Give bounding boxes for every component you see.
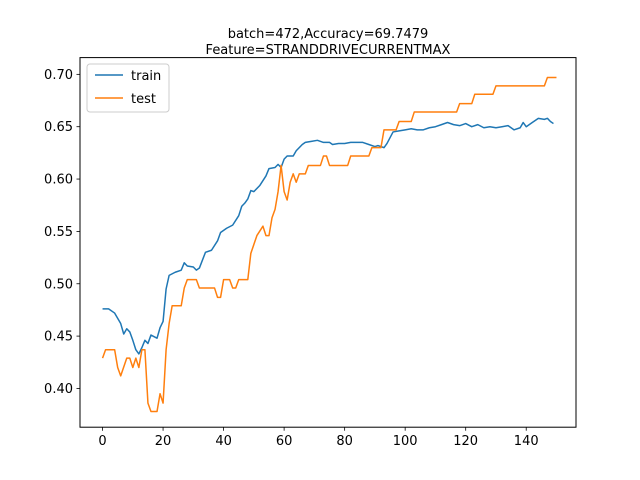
- series-line-train: [102, 117, 554, 355]
- y-tick-label: 0.60: [44, 173, 73, 188]
- x-tick-label: 0: [98, 434, 106, 449]
- series-line-test: [101, 76, 557, 413]
- legend-box: [86, 63, 170, 113]
- legend: train test: [86, 63, 170, 113]
- chart-title-line1: batch=472,Accuracy=69.7479: [228, 27, 429, 42]
- legend-test-label: test: [131, 92, 156, 107]
- series-layer: [101, 76, 557, 413]
- chart-title-line2: Feature=STRANDDRIVECURRENTMAX: [206, 43, 451, 58]
- y-tick-label: 0.65: [44, 120, 73, 135]
- x-tick-label: 120: [453, 434, 478, 449]
- y-tick-label: 0.50: [44, 277, 73, 292]
- y-axis: 0.40 0.45 0.50 0.55 0.60 0.65 0.70: [44, 68, 80, 397]
- y-tick-label: 0.70: [44, 68, 73, 83]
- x-tick-label: 40: [215, 434, 232, 449]
- x-tick-label: 80: [336, 434, 353, 449]
- y-tick-label: 0.40: [44, 382, 73, 397]
- x-tick-label: 140: [514, 434, 539, 449]
- plot-area: 0 20 40 60 80 100 120 140 0.400.450.500.550.600…: [44, 57, 577, 449]
- x-tick-label: 100: [393, 434, 418, 449]
- y-tick-label: 0.55: [44, 225, 73, 240]
- y-tick-label: 0.45: [44, 330, 73, 345]
- x-tick-label: 20: [155, 434, 172, 449]
- legend-train-label: train: [131, 69, 161, 84]
- plot-frame: [79, 57, 577, 428]
- x-tick-label: 60: [276, 434, 293, 449]
- x-axis: 0 20 40 60 80 100 120 140: [98, 427, 539, 449]
